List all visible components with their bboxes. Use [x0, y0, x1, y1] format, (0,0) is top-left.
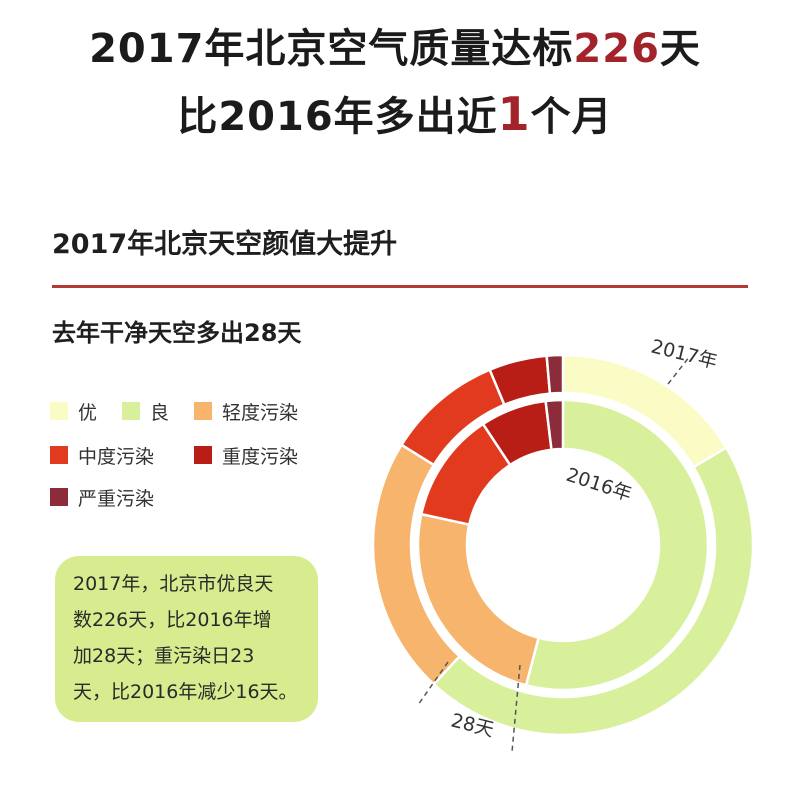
legend-item-good: 良 [122, 398, 169, 424]
inner-ring-slice-good [524, 398, 710, 692]
legend-item-excellent: 优 [50, 398, 97, 424]
legend-swatch-severe [50, 488, 68, 506]
outer-ring-slice-severe [545, 353, 565, 395]
legend-label-good: 良 [150, 401, 170, 424]
donut-slices [371, 353, 755, 737]
chart-legend: 优 良 轻度污染 中度污染 重度污染 严重污染 [50, 398, 370, 518]
legend-label-moderate: 中度污染 [78, 445, 155, 468]
legend-item-severe: 严重污染 [50, 484, 154, 510]
headline-line2-text: 比2016年多出近 [177, 94, 498, 140]
headline-line1-text: 2017年北京空气质量达标 [89, 26, 574, 72]
outer-ring-pointer [667, 355, 691, 385]
outer-ring-label: 2017年 [649, 336, 720, 374]
difference-pointer-2 [511, 664, 521, 753]
legend-label-severe: 严重污染 [78, 487, 155, 510]
section-title: 2017年北京天空颜值大提升 [52, 229, 398, 260]
section-divider [52, 285, 748, 288]
legend-item-heavy: 重度污染 [194, 442, 298, 468]
legend-label-heavy: 重度污染 [222, 445, 299, 468]
headline-highlight-months: 1 [497, 87, 531, 141]
legend-swatch-good [122, 402, 140, 420]
legend-item-moderate: 中度污染 [50, 442, 154, 468]
note-line: 天，比2016年减少16天。 [73, 681, 298, 703]
headline-highlight-days: 226 [573, 26, 660, 72]
headline-line-2: 比2016年多出近1个月 [0, 84, 790, 142]
headline-line2-suffix: 个月 [530, 94, 613, 140]
note-line: 数226天，比2016年增 [73, 609, 272, 631]
legend-swatch-moderate [50, 446, 68, 464]
headline-line-1: 2017年北京空气质量达标226天 [0, 16, 790, 74]
legend-item-light: 轻度污染 [194, 398, 298, 424]
legend-label-excellent: 优 [78, 401, 98, 424]
note-line: 加28天；重污染日23 [73, 645, 255, 667]
legend-swatch-excellent [50, 402, 68, 420]
inner-ring-slice-light [416, 512, 541, 687]
legend-swatch-heavy [194, 446, 212, 464]
summary-note: 2017年，北京市优良天 数226天，比2016年增 加28天；重污染日23 天… [55, 556, 318, 722]
headline-line1-suffix: 天 [659, 26, 701, 72]
outer-ring-slice-good [431, 445, 755, 737]
inner-ring-slice-severe [544, 398, 565, 452]
legend-label-light: 轻度污染 [222, 401, 299, 424]
note-line: 2017年，北京市优良天 [73, 573, 274, 595]
chart-subtitle: 去年干净天空多出28天 [52, 319, 302, 347]
legend-swatch-light [194, 402, 212, 420]
